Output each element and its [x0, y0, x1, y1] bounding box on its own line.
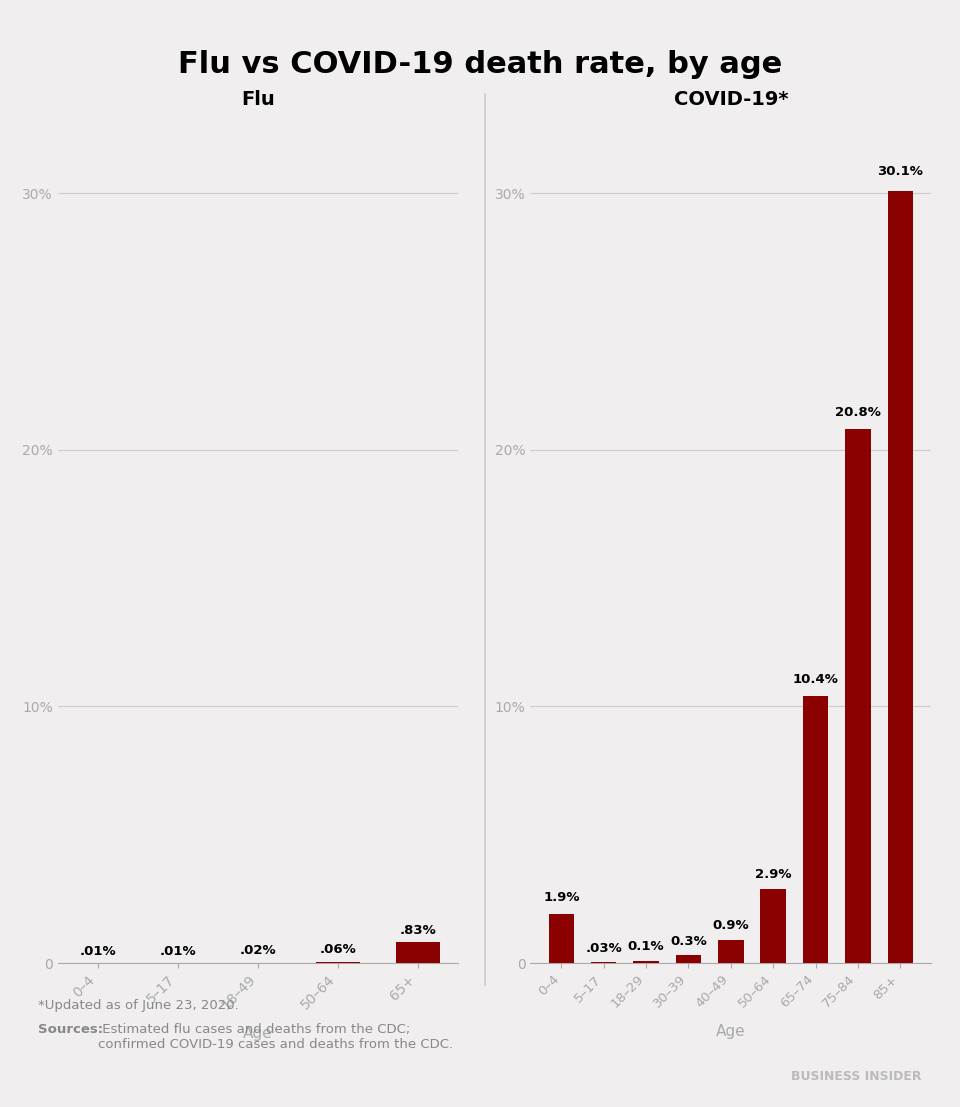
Text: Flu vs COVID-19 death rate, by age: Flu vs COVID-19 death rate, by age [178, 50, 782, 79]
Bar [760, 889, 786, 963]
Text: .02%: .02% [240, 944, 276, 958]
Bar [803, 696, 828, 963]
Bar [396, 942, 440, 963]
Bar [888, 190, 913, 963]
Text: .83%: .83% [399, 923, 437, 937]
Text: .01%: .01% [159, 944, 196, 958]
Bar [676, 955, 701, 963]
Title: COVID-19*: COVID-19* [674, 90, 788, 110]
Bar [718, 940, 744, 963]
Text: .03%: .03% [586, 942, 622, 954]
Text: 0.1%: 0.1% [628, 940, 664, 953]
Text: 10.4%: 10.4% [793, 673, 838, 686]
Text: Estimated flu cases and deaths from the CDC;
confirmed COVID-19 cases and deaths: Estimated flu cases and deaths from the … [98, 1023, 453, 1051]
Bar [549, 914, 574, 963]
Text: BUSINESS INSIDER: BUSINESS INSIDER [791, 1069, 922, 1083]
Text: 2.9%: 2.9% [755, 868, 791, 881]
X-axis label: Age: Age [243, 1026, 273, 1042]
Text: 30.1%: 30.1% [877, 165, 924, 178]
Bar [845, 430, 871, 963]
Text: .01%: .01% [80, 944, 116, 958]
Bar [634, 961, 659, 963]
Text: 0.3%: 0.3% [670, 934, 707, 948]
Text: .06%: .06% [320, 943, 356, 956]
Text: 0.9%: 0.9% [712, 919, 749, 932]
Bar [316, 962, 360, 963]
Text: Sources:: Sources: [38, 1023, 104, 1036]
Text: 1.9%: 1.9% [543, 891, 580, 904]
Title: Flu: Flu [241, 90, 275, 110]
Text: 20.8%: 20.8% [835, 406, 881, 420]
Text: *Updated as of June 23, 2020.: *Updated as of June 23, 2020. [38, 999, 239, 1012]
X-axis label: Age: Age [716, 1024, 746, 1039]
